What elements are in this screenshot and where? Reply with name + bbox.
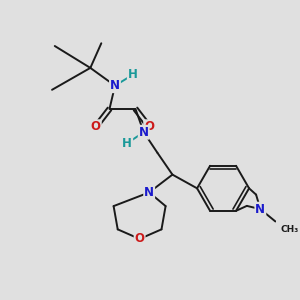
Text: O: O <box>144 120 154 133</box>
Text: N: N <box>255 202 266 216</box>
Text: H: H <box>128 68 138 81</box>
Text: N: N <box>144 186 154 199</box>
Text: O: O <box>91 120 101 133</box>
Text: H: H <box>122 137 132 150</box>
Text: N: N <box>139 126 149 139</box>
Text: CH₃: CH₃ <box>280 225 298 234</box>
Text: O: O <box>135 232 145 245</box>
Text: N: N <box>110 79 120 92</box>
